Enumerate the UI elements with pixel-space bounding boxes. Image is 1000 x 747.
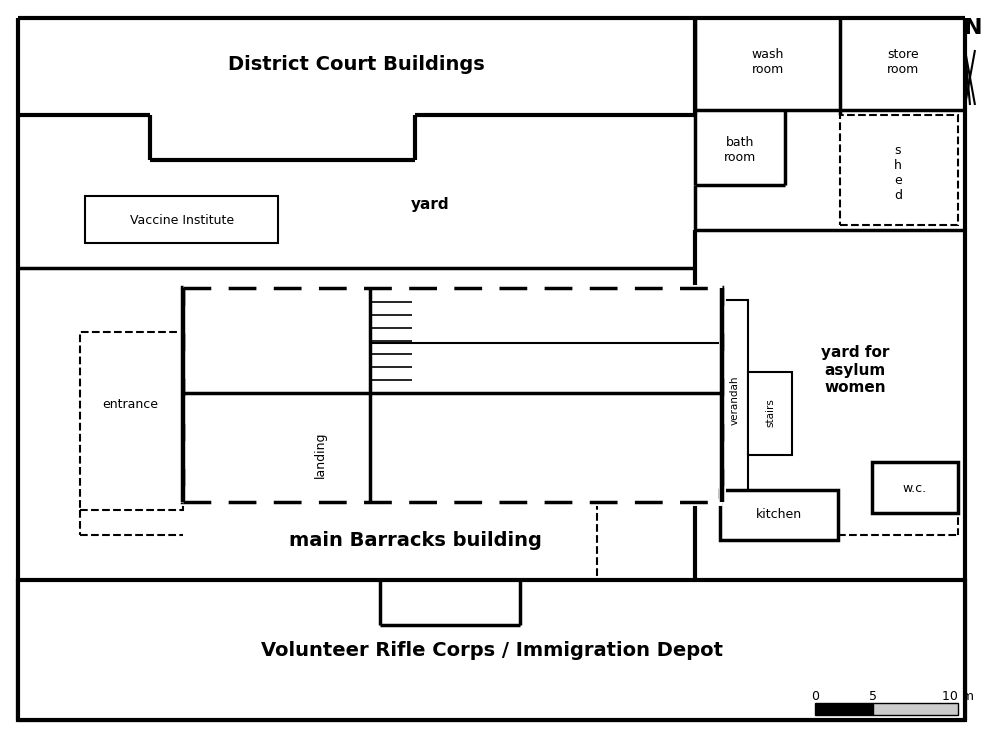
Text: N: N bbox=[964, 18, 982, 38]
Bar bbox=[872, 462, 958, 513]
Bar bbox=[840, 115, 958, 225]
Text: entrance: entrance bbox=[102, 398, 158, 412]
Text: bath
room: bath room bbox=[724, 136, 756, 164]
Text: verandah: verandah bbox=[730, 375, 740, 425]
Text: 5: 5 bbox=[869, 690, 877, 704]
Text: kitchen: kitchen bbox=[756, 509, 802, 521]
Text: yard: yard bbox=[411, 197, 449, 212]
Text: 10 m: 10 m bbox=[942, 690, 974, 704]
Bar bbox=[748, 372, 792, 455]
Text: District Court Buildings: District Court Buildings bbox=[228, 55, 484, 75]
Bar bbox=[85, 196, 278, 243]
Text: s
h
e
d: s h e d bbox=[894, 144, 902, 202]
Bar bbox=[873, 703, 958, 715]
Text: 0: 0 bbox=[811, 690, 819, 704]
Text: store
room: store room bbox=[887, 48, 919, 76]
Text: yard for
asylum
women: yard for asylum women bbox=[821, 345, 889, 395]
Text: Vaccine Institute: Vaccine Institute bbox=[130, 214, 234, 226]
Bar bbox=[80, 332, 183, 510]
Text: w.c.: w.c. bbox=[903, 482, 927, 495]
Bar bbox=[18, 580, 965, 720]
Bar bbox=[815, 703, 873, 715]
Text: main Barracks building: main Barracks building bbox=[289, 530, 541, 550]
Bar bbox=[722, 300, 748, 497]
Text: Volunteer Rifle Corps / Immigration Depot: Volunteer Rifle Corps / Immigration Depo… bbox=[261, 640, 723, 660]
Text: stairs: stairs bbox=[765, 399, 775, 427]
Bar bbox=[720, 490, 838, 540]
Bar bbox=[183, 288, 722, 502]
Text: landing: landing bbox=[314, 432, 326, 478]
Text: wash
room: wash room bbox=[752, 48, 784, 76]
